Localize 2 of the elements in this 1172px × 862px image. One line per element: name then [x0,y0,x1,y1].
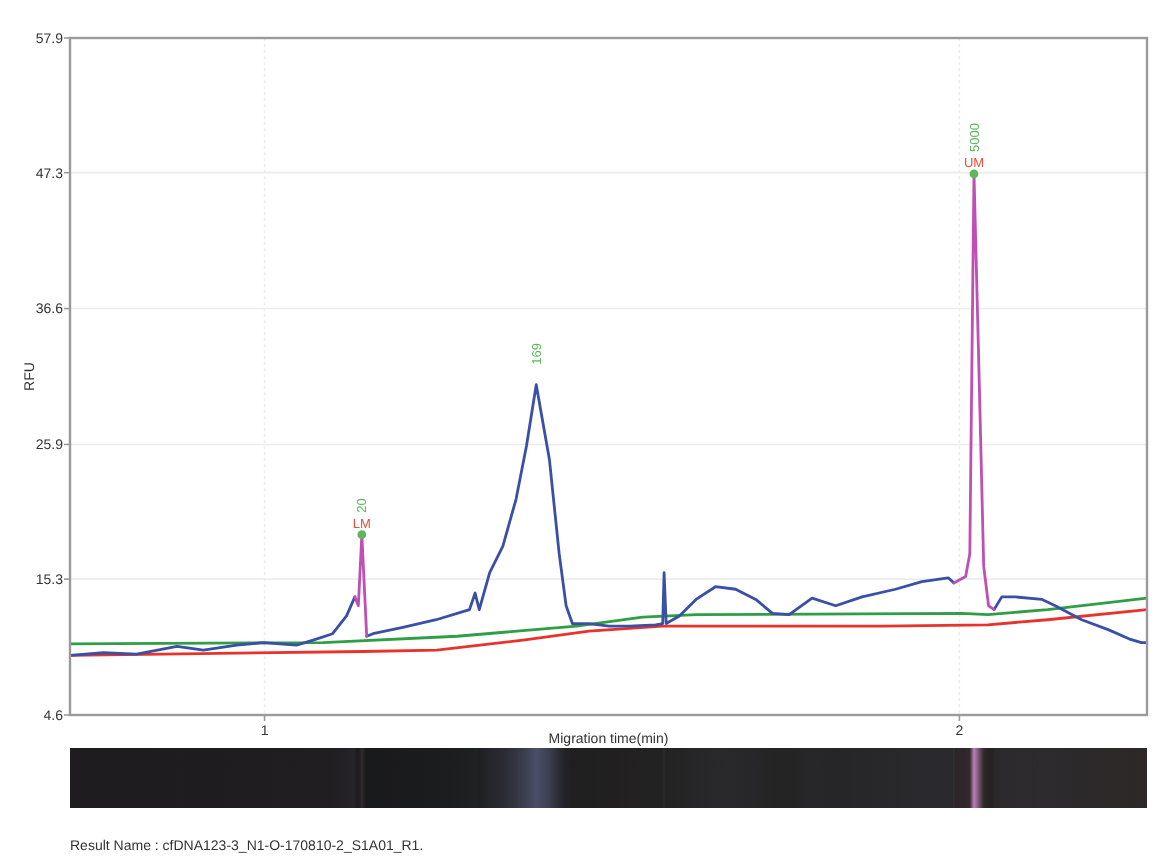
line-series [70,596,1147,646]
line-series [70,608,1147,657]
